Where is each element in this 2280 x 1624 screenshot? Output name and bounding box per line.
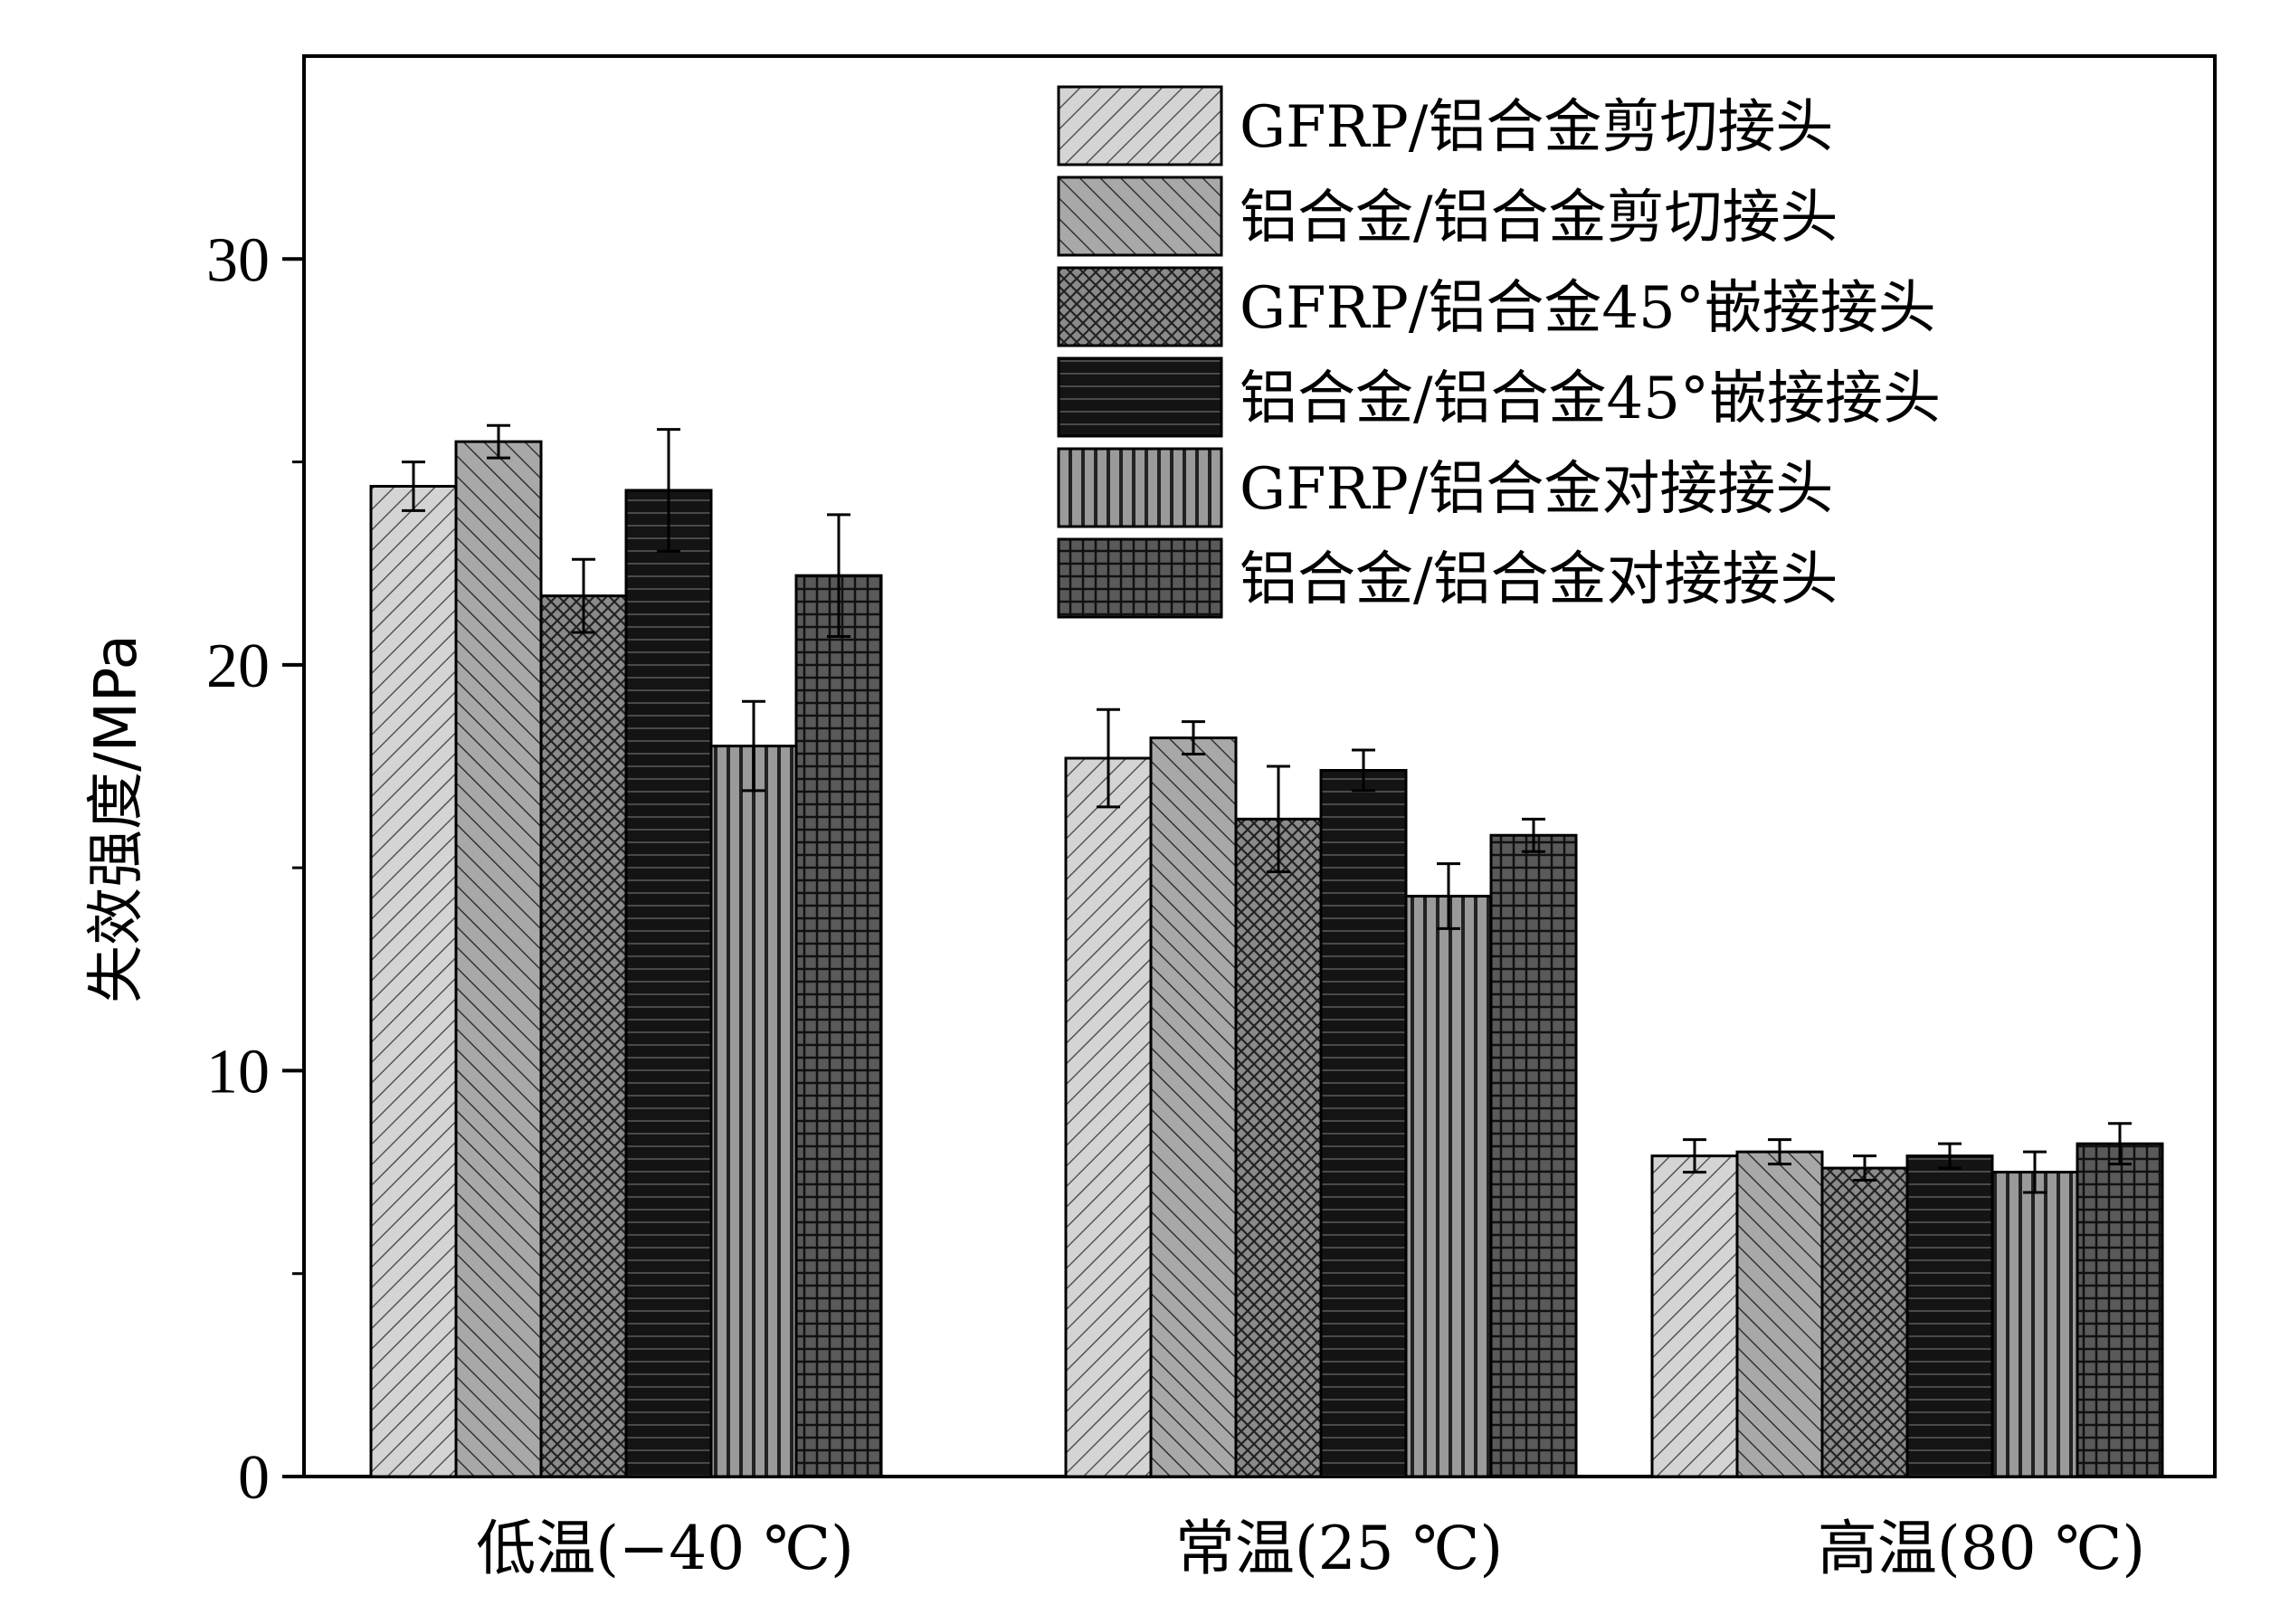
bar	[1064, 756, 1153, 1478]
y-tick-label: 0	[238, 1443, 270, 1513]
bar	[1404, 895, 1493, 1478]
bar	[624, 489, 713, 1478]
legend-item: GFRP/铝合金45°嵌接接头	[1057, 266, 1936, 347]
bars	[369, 423, 2164, 1478]
x-category-label: 低温(−40 ℃)	[476, 1514, 854, 1583]
error-bar	[1097, 708, 1120, 809]
legend-item: 铝合金/铝合金剪切接头	[1057, 176, 1838, 257]
bar	[1905, 1154, 1994, 1478]
bar	[1990, 1171, 2079, 1478]
error-bar	[1938, 1142, 1962, 1170]
y-tick-label: 10	[206, 1037, 270, 1106]
legend-item: GFRP/铝合金对接接头	[1057, 447, 1833, 528]
bar	[794, 574, 883, 1478]
bar	[1489, 833, 1578, 1478]
legend-swatch	[1057, 266, 1223, 347]
error-bar	[1768, 1138, 1791, 1166]
error-bar	[1683, 1138, 1706, 1174]
bar	[1319, 768, 1408, 1478]
y-tick-label: 20	[206, 632, 270, 701]
bar	[369, 484, 458, 1478]
legend-item: 铝合金/铝合金对接接头	[1057, 537, 1838, 619]
error-bar	[1522, 817, 1545, 853]
y-tick-label: 30	[206, 225, 270, 295]
error-bar	[402, 461, 425, 512]
error-bar	[742, 699, 765, 793]
legend-swatch	[1057, 176, 1223, 257]
error-bar	[487, 423, 510, 460]
bar	[1820, 1166, 1909, 1478]
error-bar	[1437, 862, 1460, 930]
bar	[2076, 1142, 2164, 1478]
bar	[1650, 1154, 1739, 1478]
x-axis: 低温(−40 ℃) 常温(25 ℃) 高温(80 ℃)	[476, 1514, 2145, 1583]
legend-label: 铝合金/铝合金45°嵌接接头	[1240, 366, 1941, 432]
legend-item: 铝合金/铝合金45°嵌接接头	[1057, 356, 1941, 438]
error-bar	[1182, 720, 1205, 756]
x-category-label: 常温(25 ℃)	[1175, 1514, 1503, 1583]
bar	[1234, 817, 1323, 1478]
bar	[539, 594, 628, 1478]
y-axis-label: 失效强度/MPa	[83, 634, 150, 1003]
legend-label: GFRP/铝合金对接接头	[1240, 456, 1833, 523]
bar	[454, 440, 543, 1478]
error-bar	[1352, 748, 1375, 793]
x-category-label: 高温(80 ℃)	[1818, 1514, 2145, 1583]
legend-swatch	[1057, 537, 1223, 619]
legend-label: 铝合金/铝合金剪切接头	[1240, 185, 1838, 252]
error-bar	[2108, 1122, 2132, 1166]
error-bar	[657, 428, 680, 553]
legend-label: GFRP/铝合金剪切接头	[1240, 94, 1833, 161]
y-axis: 0 10 20 30	[206, 225, 304, 1513]
legend-swatch	[1057, 356, 1223, 438]
error-bar	[1267, 765, 1290, 874]
legend-label: GFRP/铝合金45°嵌接接头	[1240, 275, 1936, 342]
bar	[1735, 1150, 1824, 1478]
legend-label: 铝合金/铝合金对接接头	[1240, 546, 1838, 613]
legend-swatch	[1057, 447, 1223, 528]
bar	[709, 745, 798, 1478]
legend-item: GFRP/铝合金剪切接头	[1057, 85, 1833, 166]
bar	[1149, 736, 1238, 1478]
error-bar	[1853, 1154, 1876, 1182]
legend-swatch	[1057, 85, 1223, 166]
error-bar	[572, 557, 595, 634]
error-bar	[827, 513, 850, 638]
error-bar	[2023, 1150, 2047, 1194]
